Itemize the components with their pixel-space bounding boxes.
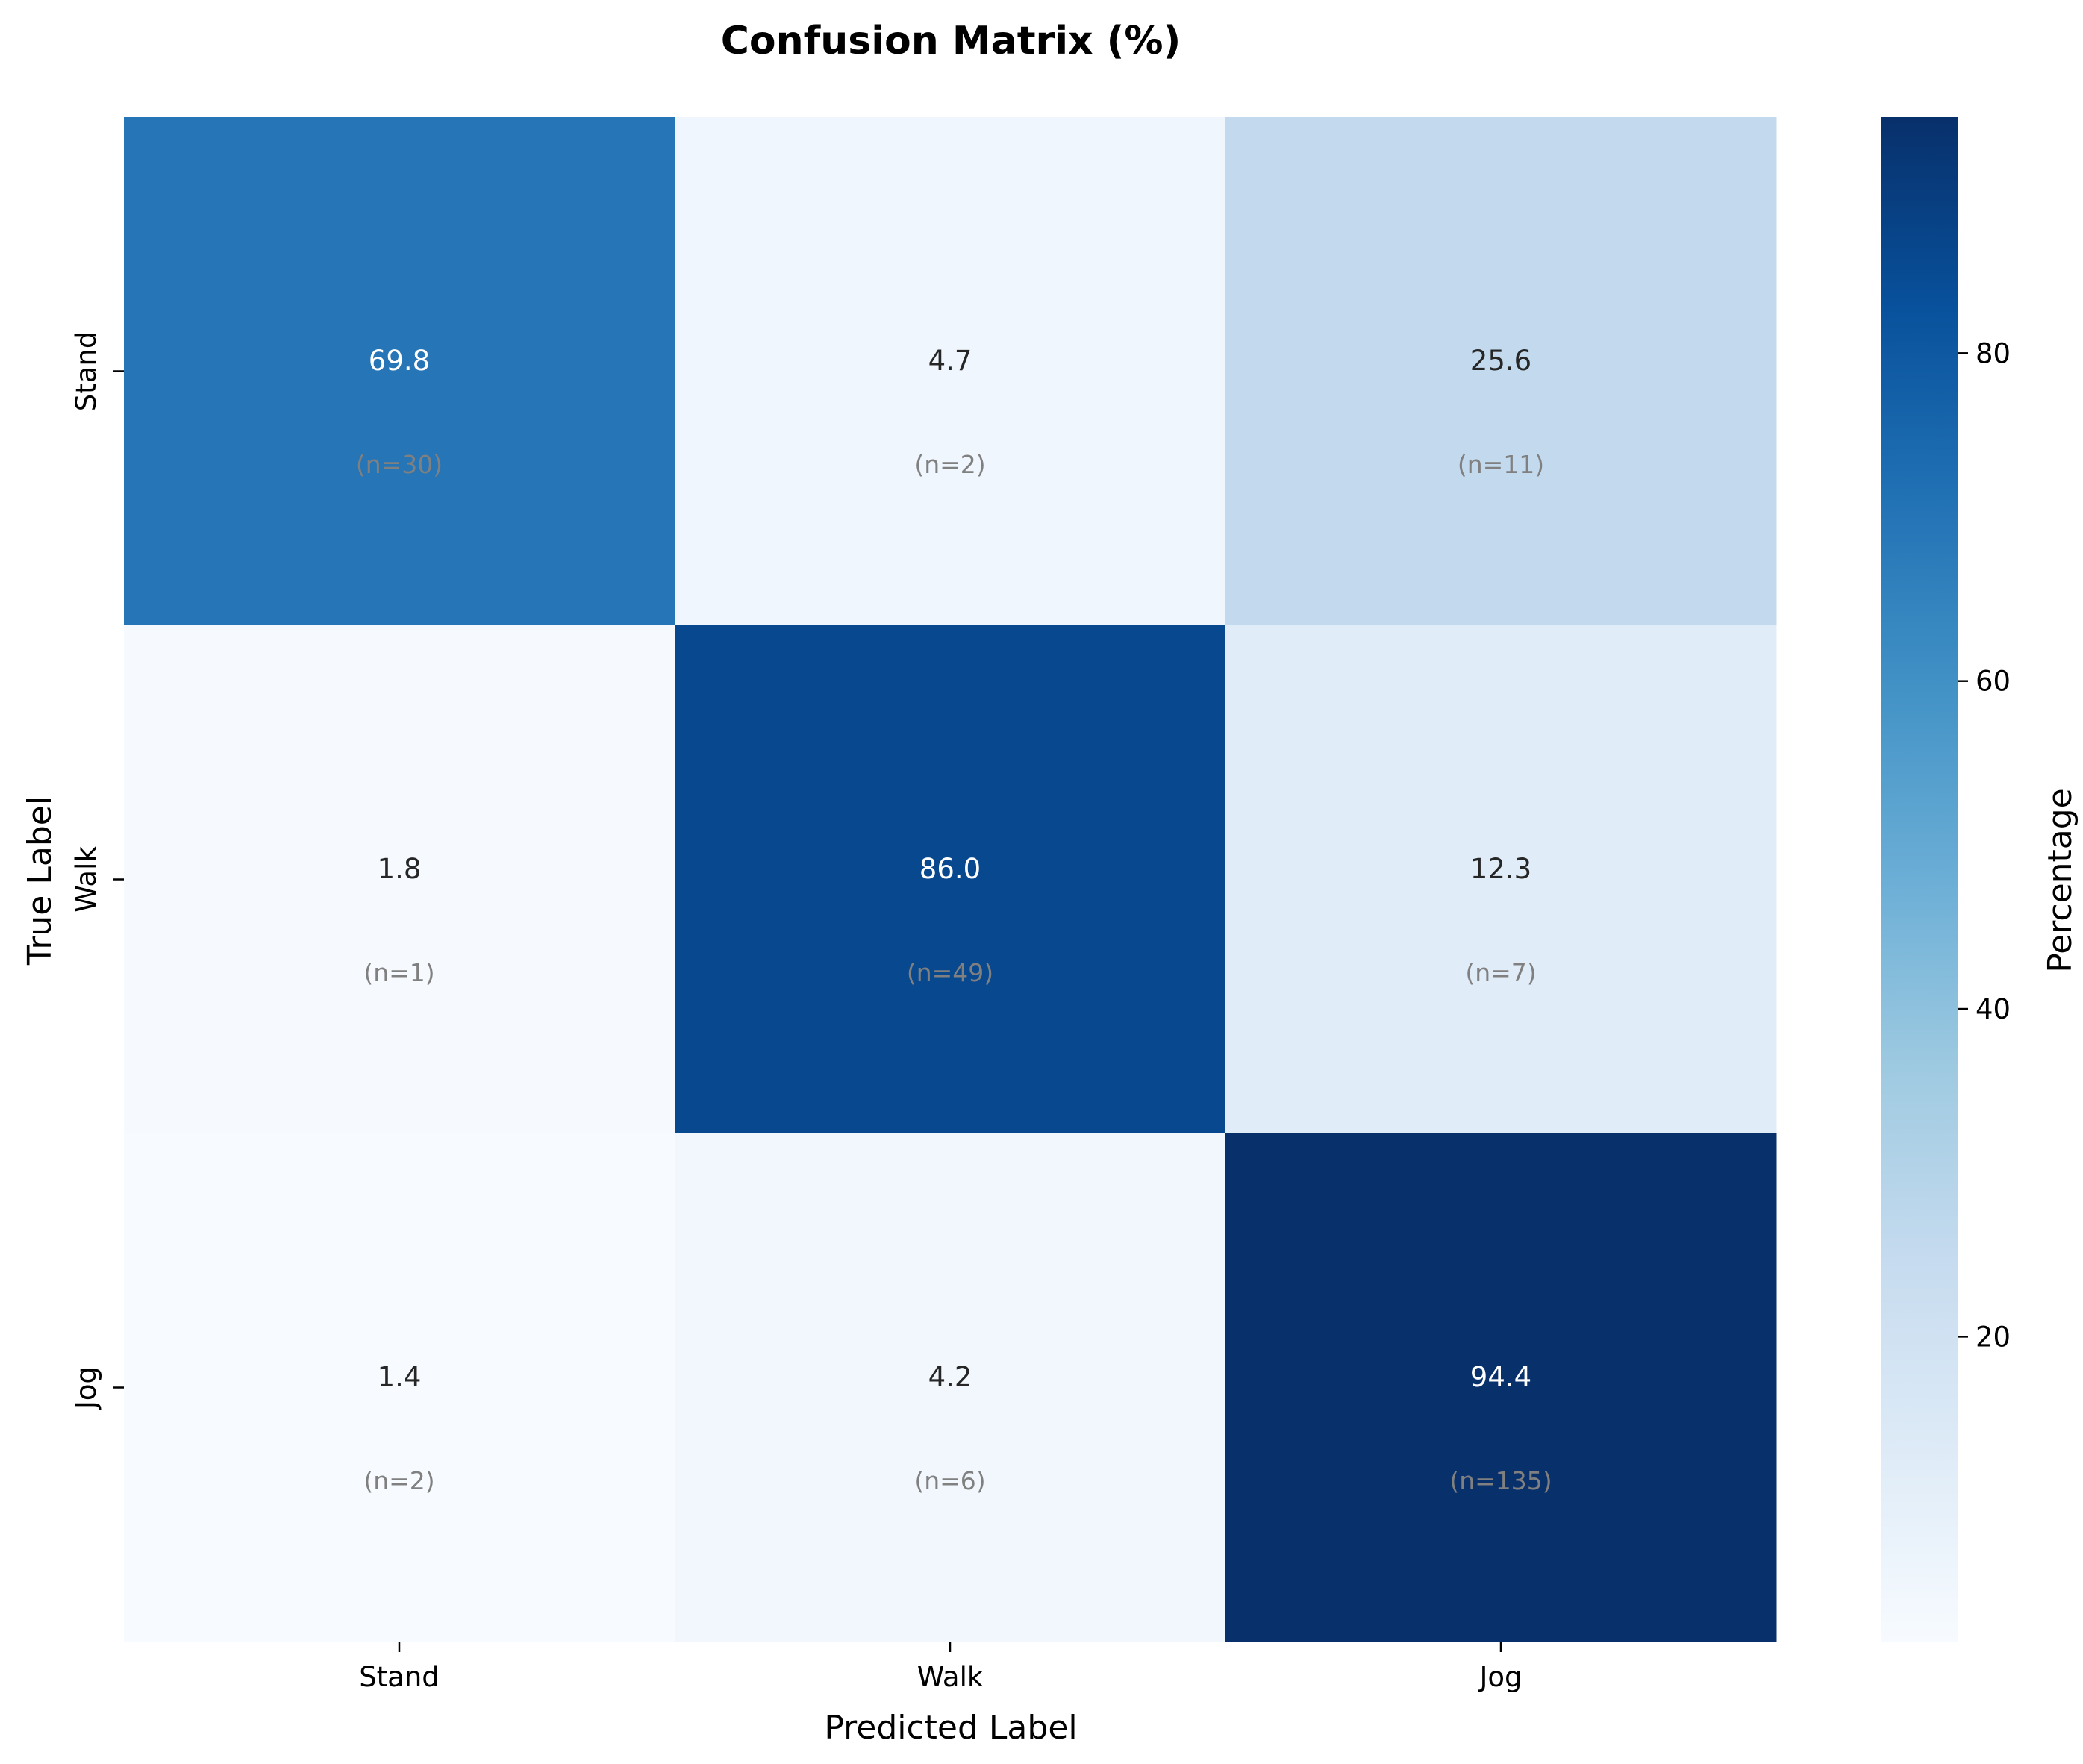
colorbar-tick-label: 60: [1976, 666, 2011, 698]
cell-count-label: (n=2): [914, 450, 985, 479]
cell-count-label: (n=49): [907, 958, 993, 987]
cell-value-label: 94.4: [1470, 1361, 1531, 1393]
cell-count-label: (n=7): [1465, 958, 1536, 987]
cell-count-label: (n=30): [356, 450, 443, 479]
heatmap-cell: [675, 625, 1226, 1134]
colorbar-ticks: 20 40 60 80: [1958, 337, 2011, 1353]
cell-value-label: 4.7: [928, 345, 972, 377]
heatmap-cell: [1225, 625, 1777, 1134]
colorbar-gradient: [1881, 117, 1958, 1642]
cell-value-label: 4.2: [928, 1361, 972, 1393]
heatmap-cell: [124, 1133, 675, 1642]
y-axis-ticks: Stand Walk Jog: [70, 331, 124, 1410]
y-tick-label: Stand: [70, 331, 102, 412]
x-tick-label: Walk: [917, 1661, 984, 1693]
y-axis-label: True Label: [21, 796, 59, 966]
cell-count-label: (n=6): [914, 1466, 985, 1495]
cell-value-label: 25.6: [1470, 345, 1531, 377]
cell-count-label: (n=2): [363, 1466, 434, 1495]
x-axis-label: Predicted Label: [824, 1709, 1077, 1747]
heatmap-cells: 69.8 (n=30) 4.7 (n=2) 25.6 (n=11) 1.8 (n=1) 86.0…: [124, 117, 1777, 1642]
colorbar-tick-label: 80: [1976, 337, 2011, 369]
cell-value-label: 1.4: [378, 1361, 422, 1393]
chart-title: Confusion Matrix (%): [721, 19, 1181, 63]
y-tick-label: Jog: [70, 1366, 102, 1410]
cell-count-label: (n=11): [1458, 450, 1544, 479]
cell-value-label: 1.8: [378, 853, 422, 885]
heatmap-cell: [1225, 117, 1777, 626]
cell-count-label: (n=135): [1449, 1466, 1552, 1495]
x-tick-label: Stand: [359, 1661, 440, 1693]
cell-value-label: 69.8: [369, 345, 430, 377]
cell-value-label: 86.0: [919, 853, 981, 885]
heatmap-cell: [675, 1133, 1226, 1642]
y-tick-label: Walk: [70, 846, 102, 913]
heatmap-cell: [675, 117, 1226, 626]
colorbar-tick-label: 20: [1976, 1321, 2011, 1353]
cell-count-label: (n=1): [363, 958, 434, 987]
colorbar: 20 40 60 80 Percentage: [1881, 117, 2079, 1642]
colorbar-label: Percentage: [2041, 788, 2079, 973]
colorbar-tick-label: 40: [1976, 993, 2011, 1025]
heatmap-cell: [124, 117, 675, 626]
heatmap-cell: [1225, 1133, 1777, 1642]
cell-value-label: 12.3: [1470, 853, 1531, 885]
x-tick-label: Jog: [1478, 1661, 1522, 1693]
x-axis-ticks: Stand Walk Jog: [359, 1642, 1523, 1693]
heatmap-cell: [124, 625, 675, 1134]
